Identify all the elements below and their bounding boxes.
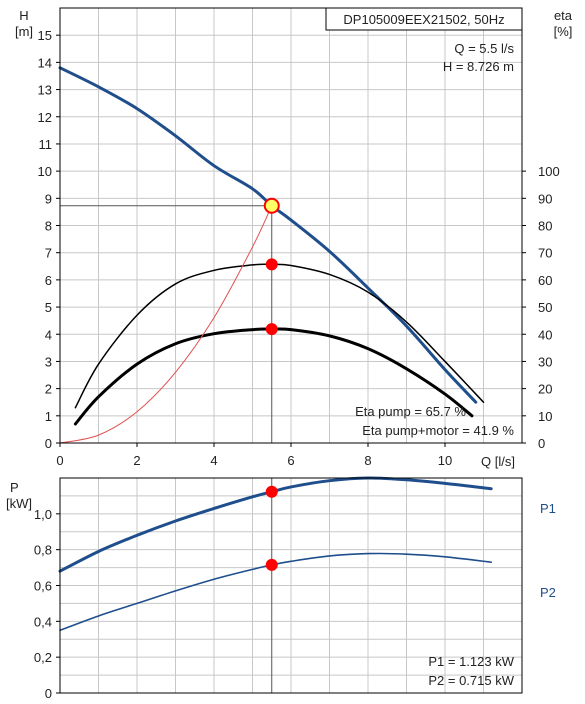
power-axis-unit: [kW]	[6, 496, 32, 511]
eta-axis-title: eta	[554, 8, 573, 23]
eta-tick-label: 10	[538, 409, 552, 424]
duty-point-p1	[265, 485, 278, 498]
power-tick-label: 0,6	[34, 579, 52, 594]
power-tick-label: 0,4	[34, 614, 52, 629]
head-tick-label: 7	[45, 246, 52, 261]
eta-tick-label: 30	[538, 354, 552, 369]
p2-readout: P2 = 0.715 kW	[428, 673, 514, 688]
duty-point-p2	[265, 558, 278, 571]
head-curve	[58, 66, 478, 404]
head-axis-unit: [m]	[15, 24, 33, 39]
power-tick-label: 0,8	[34, 543, 52, 558]
duty-points	[263, 197, 280, 571]
duty-point-head	[263, 197, 280, 214]
eta-tick-label: 0	[538, 436, 545, 451]
eta-tick-label: 90	[538, 191, 552, 206]
duty-point-eta-pump	[265, 258, 278, 271]
head-tick-label: 10	[38, 164, 52, 179]
eta-tick-label: 60	[538, 273, 552, 288]
p1-series-label: P1	[540, 501, 556, 516]
head-tick-label: 2	[45, 382, 52, 397]
head-tick-label: 13	[38, 83, 52, 98]
x-tick-label: 2	[133, 453, 140, 468]
x-tick-label: 0	[56, 453, 63, 468]
eta-pump-motor-readout: Eta pump+motor = 41.9 %	[362, 423, 514, 438]
power-tick-label: 0	[45, 686, 52, 701]
x-tick-label: 10	[438, 453, 452, 468]
x-tick-label: 8	[364, 453, 371, 468]
bottom-plot-frame	[59, 477, 523, 694]
tick-labels: 0 2 4 6 8 10012345678910111213141501020304050…	[34, 28, 560, 701]
p2-series-label: P2	[540, 585, 556, 600]
eta-tick-label: 80	[538, 219, 552, 234]
eta-tick-label: 50	[538, 300, 552, 315]
head-tick-label: 4	[45, 327, 52, 342]
head-tick-label: 0	[45, 436, 52, 451]
eta-tick-label: 70	[538, 246, 552, 261]
power-tick-label: 1,0	[34, 507, 52, 522]
head-tick-label: 14	[38, 55, 52, 70]
x-tick-label: 4	[210, 453, 217, 468]
eta-tick-label: 40	[538, 327, 552, 342]
duty-point-eta-pump-motor	[265, 323, 278, 336]
head-tick-label: 5	[45, 300, 52, 315]
eta-pump-readout: Eta pump = 65.7 %	[355, 404, 466, 419]
head-tick-label: 9	[45, 191, 52, 206]
head-tick-label: 8	[45, 219, 52, 234]
eta-axis-unit: [%]	[554, 24, 573, 39]
power-tick-label: 0,2	[34, 650, 52, 665]
head-tick-label: 3	[45, 354, 52, 369]
p1-readout: P1 = 1.123 kW	[428, 654, 514, 669]
title-box	[325, 7, 523, 31]
eta-tick-label: 100	[538, 164, 560, 179]
head-tick-label: 11	[39, 137, 53, 152]
head-tick-label: 6	[45, 273, 52, 288]
chart-title: DP105009EEX21502, 50Hz	[343, 12, 504, 27]
head-axis-title: H	[19, 8, 28, 23]
x-tick-label: 6	[287, 453, 294, 468]
head-tick-label: 12	[38, 110, 52, 125]
system-curve-curve	[59, 205, 273, 444]
curves-top	[58, 66, 485, 444]
flow-readout: Q = 5.5 l/s	[454, 41, 514, 56]
power-axis-title: P	[10, 480, 19, 495]
eta-tick-label: 20	[538, 382, 552, 397]
head-readout: H = 8.726 m	[443, 59, 514, 74]
head-tick-label: 15	[38, 28, 52, 43]
top-plot-frame	[59, 7, 523, 444]
head-tick-label: 1	[45, 409, 52, 424]
flow-axis-title: Q [l/s]	[481, 454, 515, 469]
